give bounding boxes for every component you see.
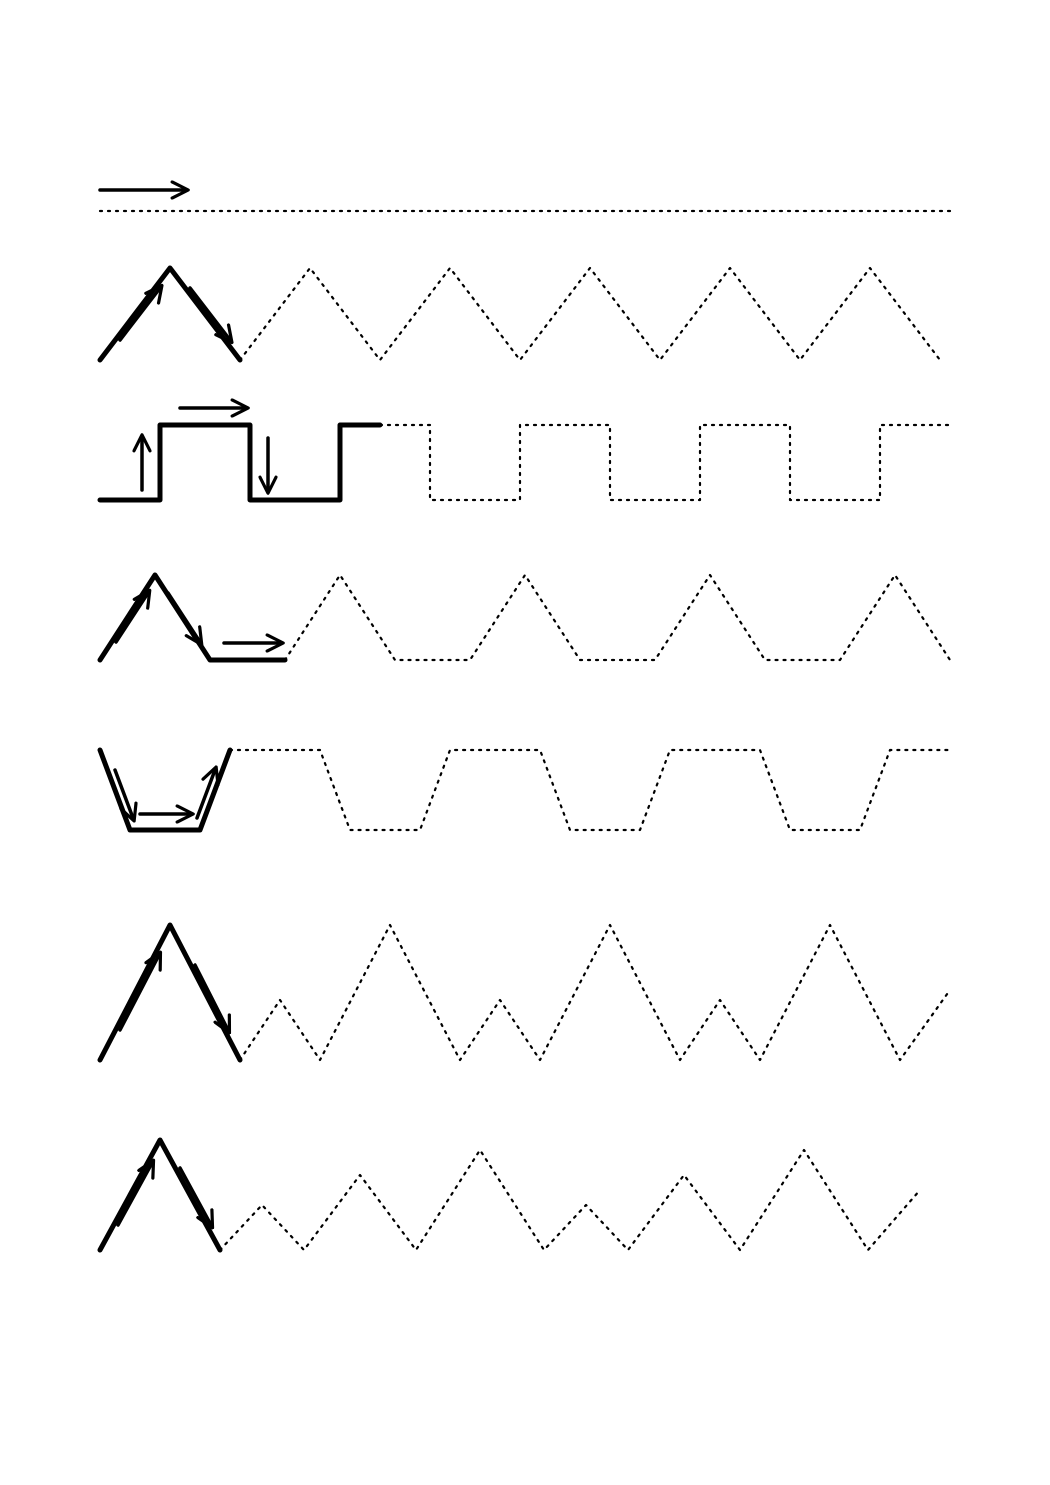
dotted-trace xyxy=(380,425,950,500)
direction-arrow xyxy=(120,288,160,340)
dotted-trace xyxy=(230,750,950,830)
solid-guide xyxy=(100,575,285,660)
dotted-trace xyxy=(220,1150,920,1250)
tracing-row-big-small-zigzag xyxy=(100,925,950,1060)
direction-arrow xyxy=(116,593,148,642)
tracing-row-zigzag xyxy=(100,268,940,360)
tracing-row-straight-line xyxy=(100,190,950,211)
tracing-row-square-wave xyxy=(100,408,950,500)
tracing-worksheet xyxy=(0,0,1050,1485)
dotted-trace xyxy=(285,575,950,660)
tracing-row-ascending-peaks xyxy=(100,1140,920,1250)
direction-arrow xyxy=(120,955,159,1030)
dotted-trace xyxy=(240,925,950,1060)
solid-guide xyxy=(100,750,230,830)
solid-guide xyxy=(100,1140,220,1250)
direction-arrow xyxy=(118,1163,152,1225)
direction-arrow xyxy=(195,965,228,1030)
tracing-row-peak-then-flat xyxy=(100,575,950,660)
solid-guide xyxy=(100,925,240,1060)
tracing-row-valley-trapezoid xyxy=(100,750,950,830)
solid-guide xyxy=(100,268,240,360)
direction-arrow xyxy=(168,593,200,642)
direction-arrow xyxy=(190,288,230,340)
direction-arrow xyxy=(180,1168,211,1225)
dotted-trace xyxy=(240,268,940,360)
